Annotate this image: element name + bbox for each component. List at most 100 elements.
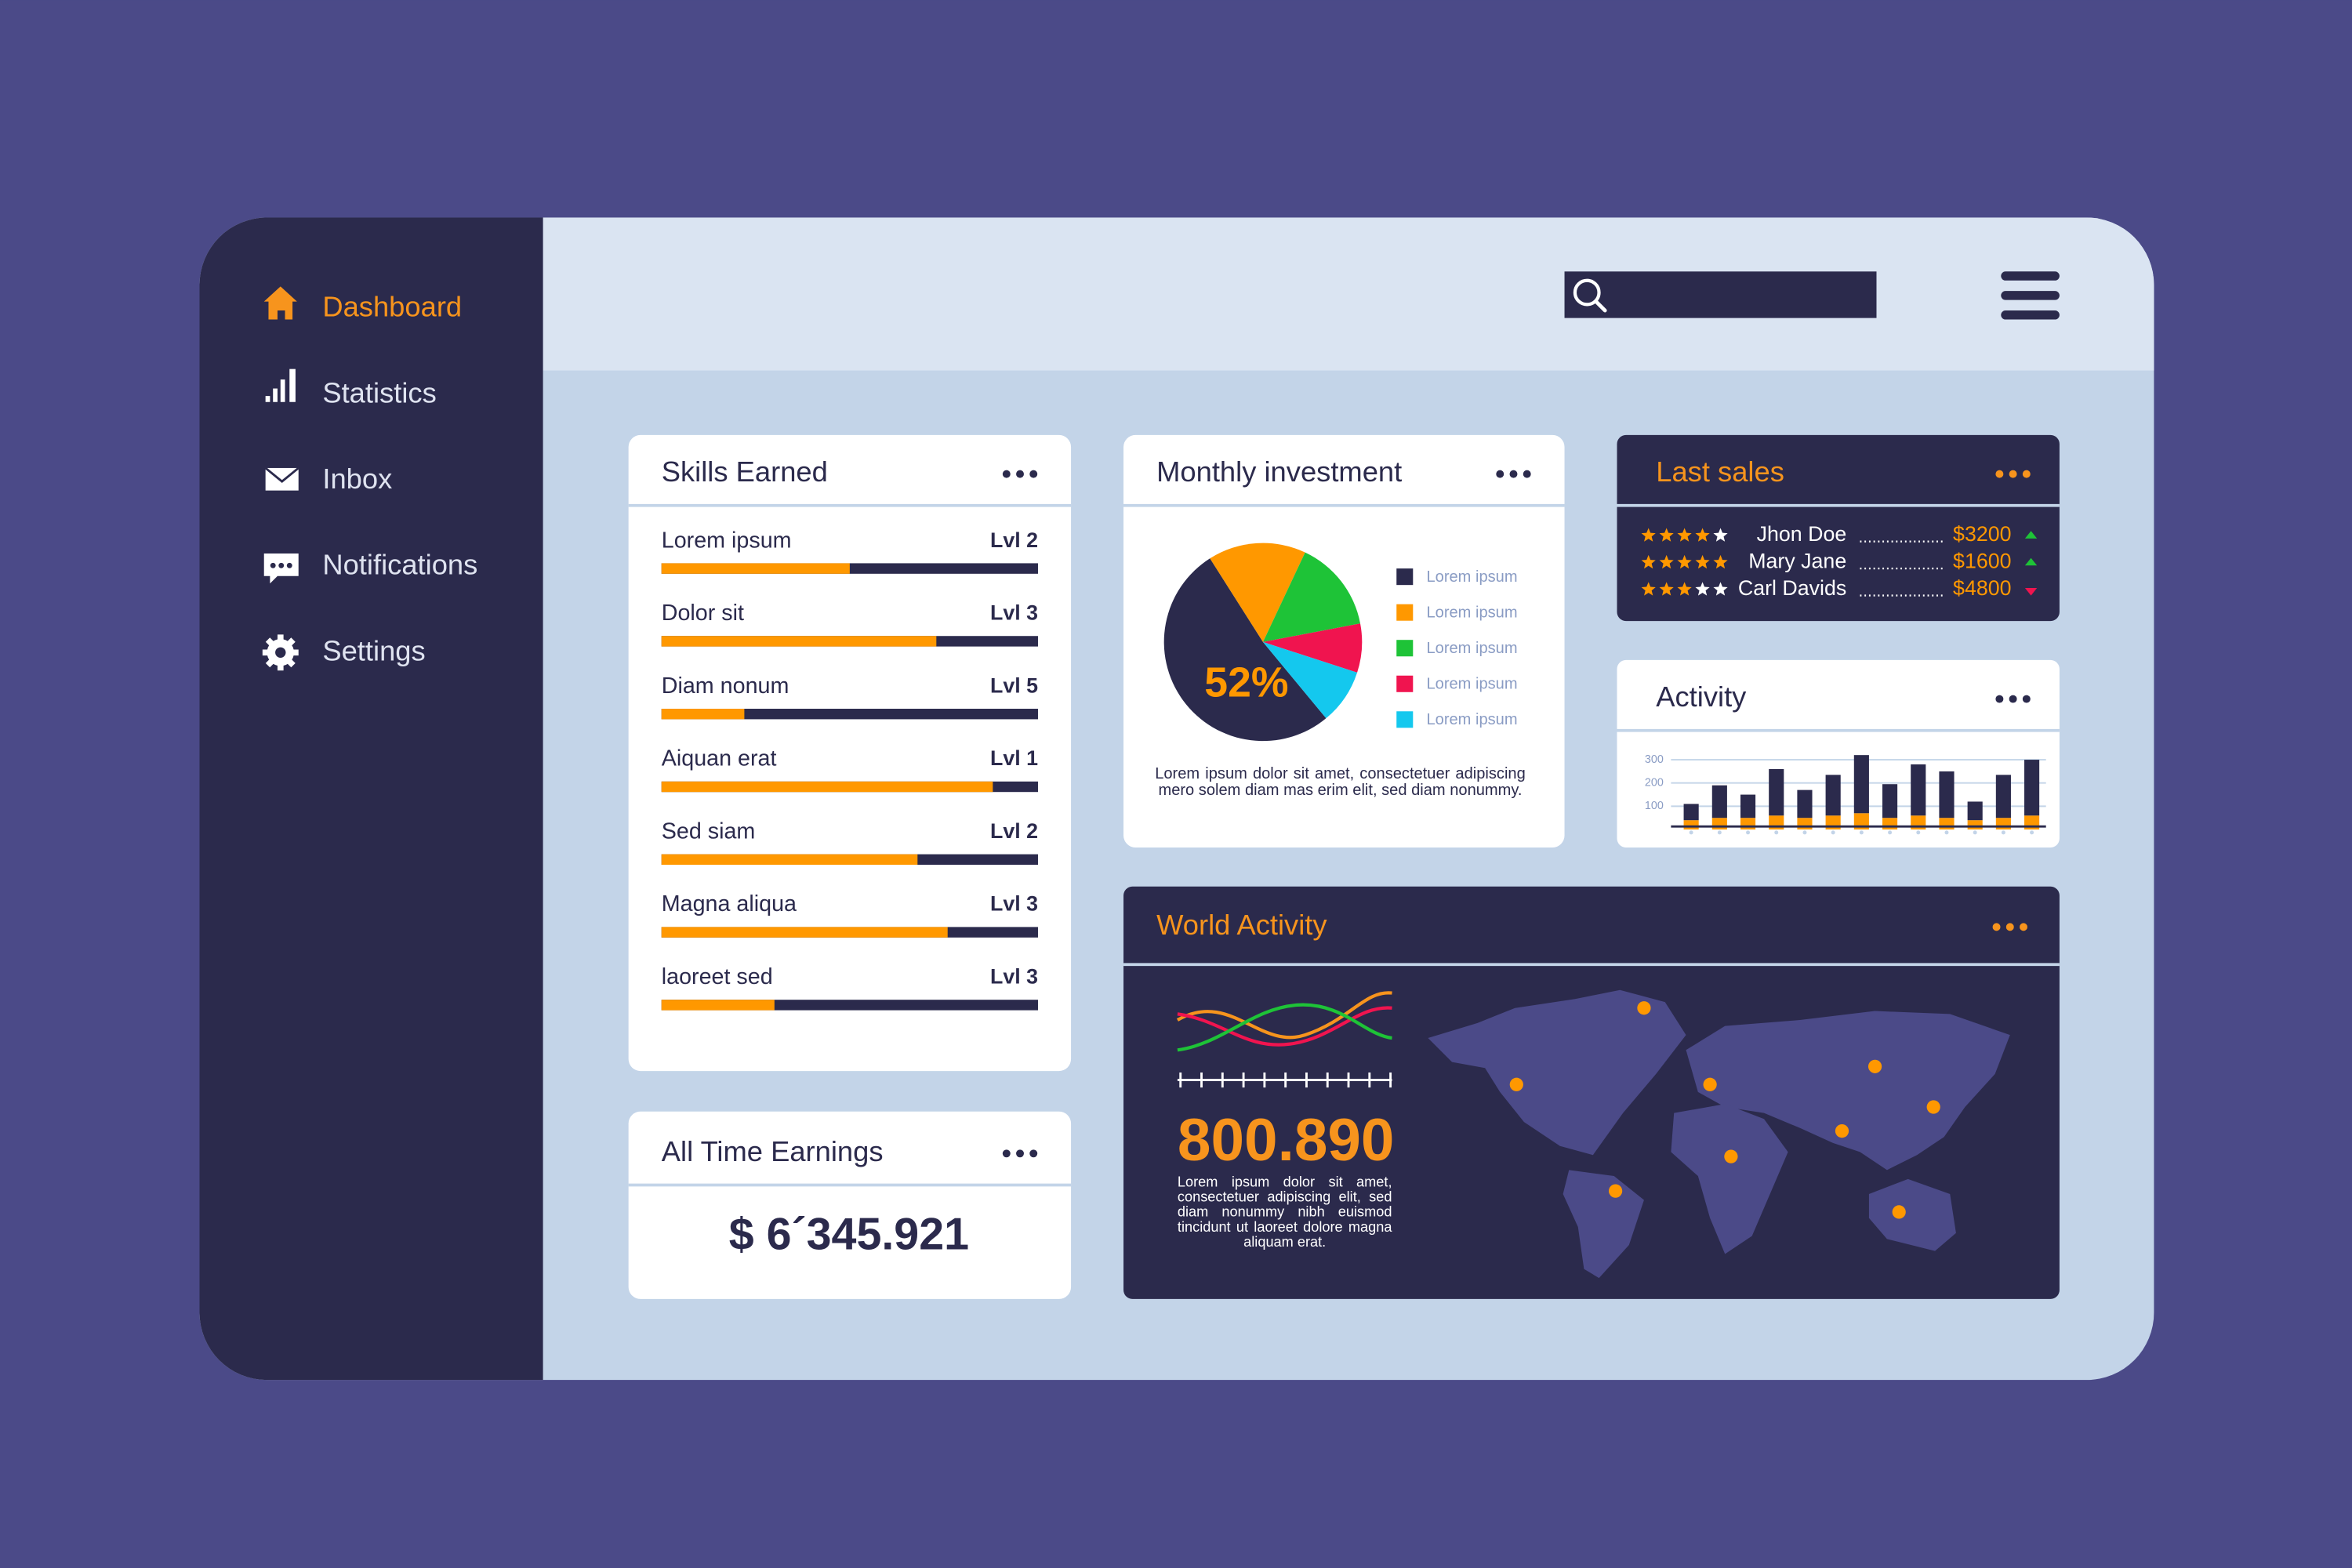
pie-slice	[1262, 641, 1358, 719]
sidebar	[199, 217, 543, 1381]
map-marker	[1509, 1077, 1523, 1091]
menu-dot	[1992, 923, 2001, 931]
sale-amount: $3200	[1953, 522, 2011, 546]
card-title: Last sales	[1656, 456, 1784, 488]
menu-dot	[1029, 1149, 1038, 1158]
customer-name: Jhon Doe	[1757, 522, 1847, 546]
sale-amount: $1600	[1953, 550, 2011, 573]
icon-bar	[289, 368, 296, 402]
menu-dot	[2022, 695, 2031, 703]
sale-amount: $4800	[1953, 576, 2011, 600]
progress-bar	[661, 1000, 775, 1011]
rating-star	[1659, 554, 1674, 569]
nav-item[interactable]: Dashboard	[322, 291, 462, 323]
skill-level: Lvl 5	[990, 673, 1038, 697]
bar-segment	[1995, 775, 2011, 818]
mini-line	[1177, 1006, 1392, 1047]
menu-dot	[2020, 923, 2027, 931]
bar-segment	[1995, 818, 2011, 830]
x-tick-dot	[1888, 830, 1893, 835]
rating-star	[1641, 582, 1656, 596]
bar-segment	[1797, 789, 1813, 818]
x-tick-dot	[2030, 830, 2034, 835]
skill-level: Lvl 3	[990, 892, 1038, 916]
x-tick-dot	[1916, 830, 1921, 835]
legend-label: Lorem ipsum	[1427, 676, 1518, 693]
bar-segment	[2024, 760, 2040, 816]
nav-item[interactable]: Inbox	[322, 463, 392, 495]
bar-segment	[1882, 784, 1898, 818]
rating-star	[1713, 582, 1728, 596]
header-bar	[543, 217, 2154, 371]
bar-segment	[1683, 820, 1699, 830]
menu-button[interactable]	[2001, 271, 2060, 320]
map-marker	[1926, 1100, 1940, 1114]
skill-label: laoreet sed	[662, 964, 773, 989]
skill-level: Lvl 1	[990, 746, 1038, 770]
bar-segment	[1967, 801, 1983, 821]
legend-swatch	[1396, 640, 1414, 657]
legend-swatch	[1396, 568, 1414, 586]
menu-dot	[2009, 695, 2017, 703]
x-tick-dot	[1774, 830, 1779, 835]
x-tick-dot	[1944, 830, 1949, 835]
world-note: Lorem ipsum dolor sit amet, consectetuer…	[1177, 1176, 1392, 1251]
menu-dot	[1002, 470, 1011, 478]
menu-dot	[2022, 470, 2031, 478]
nav-item[interactable]: Notifications	[322, 549, 477, 581]
menu-dot	[1523, 470, 1531, 478]
icon-bar	[273, 388, 278, 402]
menu-dot	[1509, 470, 1518, 478]
progress-bar	[661, 709, 745, 720]
x-tick-dot	[1859, 830, 1864, 835]
notifications-icon	[263, 553, 299, 584]
nav-item[interactable]: Settings	[322, 634, 425, 666]
menu-dot	[2009, 470, 2017, 478]
menu-dot	[1995, 470, 2004, 478]
rating-star	[1677, 582, 1692, 596]
envelope-flap	[264, 466, 299, 484]
trend-arrow	[2024, 557, 2038, 566]
customer-name: Mary Jane	[1748, 550, 1846, 573]
card-title: World Activity	[1156, 909, 1327, 941]
progress-bar	[661, 636, 937, 647]
map-marker	[1637, 1001, 1651, 1015]
world-mini-lines	[1176, 991, 1392, 1052]
world-note-box: Lorem ipsum dolor sit amet, consectetuer…	[1177, 1176, 1392, 1251]
bar-segment	[1683, 804, 1699, 821]
map-marker	[1608, 1184, 1623, 1198]
bar-segment	[1853, 755, 1869, 814]
menu-dot	[1029, 470, 1038, 478]
search-box[interactable]	[1564, 271, 1877, 318]
bar-segment	[1967, 820, 1983, 830]
bar-segment	[1882, 818, 1898, 830]
map-marker	[1724, 1149, 1738, 1163]
x-tick-dot	[1717, 830, 1722, 835]
rating-star	[1677, 528, 1692, 542]
investment-note: Lorem ipsum dolor sit amet, consectetuer…	[1155, 766, 1526, 800]
legend-label: Lorem ipsum	[1427, 568, 1518, 586]
progress-bar	[661, 781, 993, 793]
x-tick-dot	[1831, 830, 1835, 835]
progress-track	[661, 709, 1038, 720]
map-marker	[1703, 1077, 1717, 1091]
home-icon	[263, 286, 297, 320]
chat-dot	[286, 562, 292, 568]
inbox-icon	[264, 466, 299, 491]
skill-level: Lvl 3	[990, 965, 1038, 989]
trend-arrow	[2024, 588, 2038, 596]
legend-label: Lorem ipsum	[1427, 604, 1518, 621]
icon-bar	[280, 379, 285, 402]
bar-segment	[1769, 768, 1784, 816]
map-marker	[1892, 1205, 1906, 1219]
nav-item[interactable]: Statistics	[322, 376, 436, 408]
skill-label: Lorem ipsum	[662, 528, 792, 553]
map-australia	[1868, 1178, 1956, 1251]
bar-segment	[1711, 818, 1727, 830]
map-markers	[1509, 1001, 1940, 1219]
skill-level: Lvl 2	[990, 528, 1038, 552]
legend-label: Lorem ipsum	[1427, 711, 1518, 728]
legend-swatch	[1396, 711, 1414, 728]
investment-note-box: Lorem ipsum dolor sit amet, consectetuer…	[1155, 766, 1526, 800]
